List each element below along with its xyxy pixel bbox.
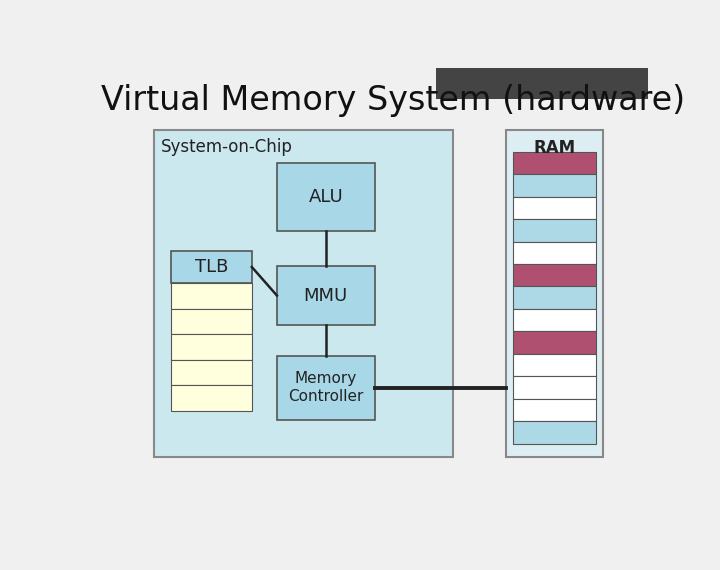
Bar [513, 264, 595, 287]
Text: RAM: RAM [534, 139, 575, 157]
Bar [513, 421, 595, 443]
Bar [277, 266, 374, 325]
Bar [505, 130, 603, 457]
Text: MMU: MMU [304, 287, 348, 304]
Text: ALU: ALU [308, 188, 343, 206]
Bar [513, 376, 595, 399]
Bar [513, 399, 595, 421]
Bar [171, 309, 252, 335]
Bar [513, 197, 595, 219]
Text: Memory
Controller: Memory Controller [288, 372, 364, 404]
Bar [513, 152, 595, 174]
Bar [513, 354, 595, 376]
Bar [171, 335, 252, 360]
Text: Virtual Memory System (hardware): Virtual Memory System (hardware) [101, 84, 685, 117]
Bar [436, 68, 648, 99]
Bar [513, 174, 595, 197]
Bar [171, 283, 252, 309]
Text: TLB: TLB [194, 258, 228, 276]
Bar [513, 309, 595, 331]
Bar [513, 219, 595, 242]
Bar [171, 360, 252, 385]
Bar [513, 242, 595, 264]
Bar [154, 130, 453, 457]
Bar [277, 163, 374, 231]
Bar [513, 287, 595, 309]
Bar [277, 356, 374, 420]
Text: System-on-Chip: System-on-Chip [161, 138, 293, 156]
Bar [171, 385, 252, 411]
Bar [513, 331, 595, 354]
Bar [171, 251, 252, 283]
